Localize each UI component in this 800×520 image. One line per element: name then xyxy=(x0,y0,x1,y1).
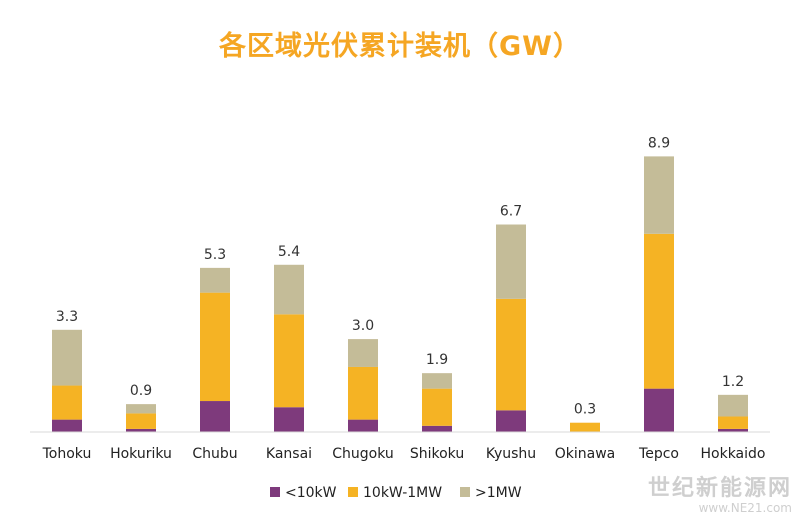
bar-segment-chubu-10kw-1mw xyxy=(200,292,230,402)
total-value-labels: 3.3 0.9 5.3 5.4 3.0 1.9 6.7 0.3 8.9 1.2 xyxy=(56,135,744,417)
total-label-kyushu: 6.7 xyxy=(500,204,522,220)
bar-segment-chubu-1mw xyxy=(200,267,230,293)
legend-swatch-10kw-1mw xyxy=(348,487,358,497)
total-label-chubu: 5.3 xyxy=(204,247,226,263)
total-label-kansai: 5.4 xyxy=(278,244,300,260)
bar-segment-shikoku-10kw-1mw xyxy=(422,388,452,426)
bar-segment-shikoku-1mw xyxy=(422,373,452,389)
bar-segment-kyushu-10kw xyxy=(496,410,526,432)
watermark: 世纪新能源网 www.NE21.com xyxy=(647,476,792,515)
bar-segment-kyushu-1mw xyxy=(496,224,526,299)
bar-segment-tepco-10kw-1mw xyxy=(644,233,674,389)
bar-segment-hokuriku-10kw xyxy=(126,428,156,432)
total-label-shikoku: 1.9 xyxy=(426,352,448,368)
chart-title: 各区域光伏累计装机（GW） xyxy=(219,31,581,62)
x-tick-label-hokkaido: Hokkaido xyxy=(701,446,766,462)
bar-segment-hokkaido-10kw-1mw xyxy=(718,416,748,429)
bar-segment-tohoku-10kw xyxy=(52,419,82,432)
bar-segment-hokuriku-10kw-1mw xyxy=(126,413,156,429)
x-tick-labels: Tohoku Hokuriku Chubu Kansai Chugoku Shikoku K… xyxy=(42,446,766,462)
total-label-tohoku: 3.3 xyxy=(56,309,78,325)
bar-segment-kansai-10kw xyxy=(274,407,304,432)
x-tick-label-chugoku: Chugoku xyxy=(332,446,394,462)
x-tick-label-tepco: Tepco xyxy=(638,446,679,462)
legend-swatch-1mw xyxy=(460,487,470,497)
x-tick-label-kyushu: Kyushu xyxy=(486,446,536,462)
bars-group xyxy=(52,156,748,432)
x-tick-label-hokuriku: Hokuriku xyxy=(110,446,172,462)
bar-segment-tohoku-10kw-1mw xyxy=(52,385,82,420)
x-tick-label-tohoku: Tohoku xyxy=(42,446,92,462)
legend-label-10kw: <10kW xyxy=(285,485,337,501)
x-tick-label-okinawa: Okinawa xyxy=(555,446,616,462)
legend-label-10kw-1mw: 10kW-1MW xyxy=(363,485,442,501)
bar-segment-tepco-10kw xyxy=(644,388,674,432)
watermark-text: 世纪新能源网 xyxy=(647,476,792,501)
total-label-okinawa: 0.3 xyxy=(574,402,596,418)
total-label-tepco: 8.9 xyxy=(648,135,670,151)
watermark-url: www.NE21.com xyxy=(698,501,792,515)
bar-segment-chugoku-10kw xyxy=(348,419,378,432)
legend-label-1mw: >1MW xyxy=(475,485,522,501)
bar-segment-chubu-10kw xyxy=(200,401,230,432)
total-label-chugoku: 3.0 xyxy=(352,318,374,334)
bar-segment-chugoku-10kw-1mw xyxy=(348,366,378,420)
bar-segment-shikoku-10kw xyxy=(422,425,452,432)
x-tick-label-shikoku: Shikoku xyxy=(410,446,464,462)
bar-segment-chugoku-1mw xyxy=(348,339,378,367)
bar-segment-hokkaido-10kw xyxy=(718,428,748,432)
x-tick-label-chubu: Chubu xyxy=(192,446,237,462)
bar-segment-hokkaido-1mw xyxy=(718,394,748,417)
legend-swatch-10kw xyxy=(270,487,280,497)
bar-segment-kansai-10kw-1mw xyxy=(274,314,304,408)
total-label-hokkaido: 1.2 xyxy=(722,374,744,390)
bar-segment-hokuriku-1mw xyxy=(126,404,156,414)
bar-segment-tepco-1mw xyxy=(644,156,674,234)
x-tick-label-kansai: Kansai xyxy=(266,446,312,462)
total-label-hokuriku: 0.9 xyxy=(130,383,152,399)
bar-segment-okinawa-10kw-1mw xyxy=(570,422,600,432)
bar-segment-kyushu-10kw-1mw xyxy=(496,298,526,411)
bar-segment-kansai-1mw xyxy=(274,264,304,315)
bar-segment-tohoku-1mw xyxy=(52,329,82,386)
legend: <10kW 10kW-1MW >1MW xyxy=(270,485,522,501)
